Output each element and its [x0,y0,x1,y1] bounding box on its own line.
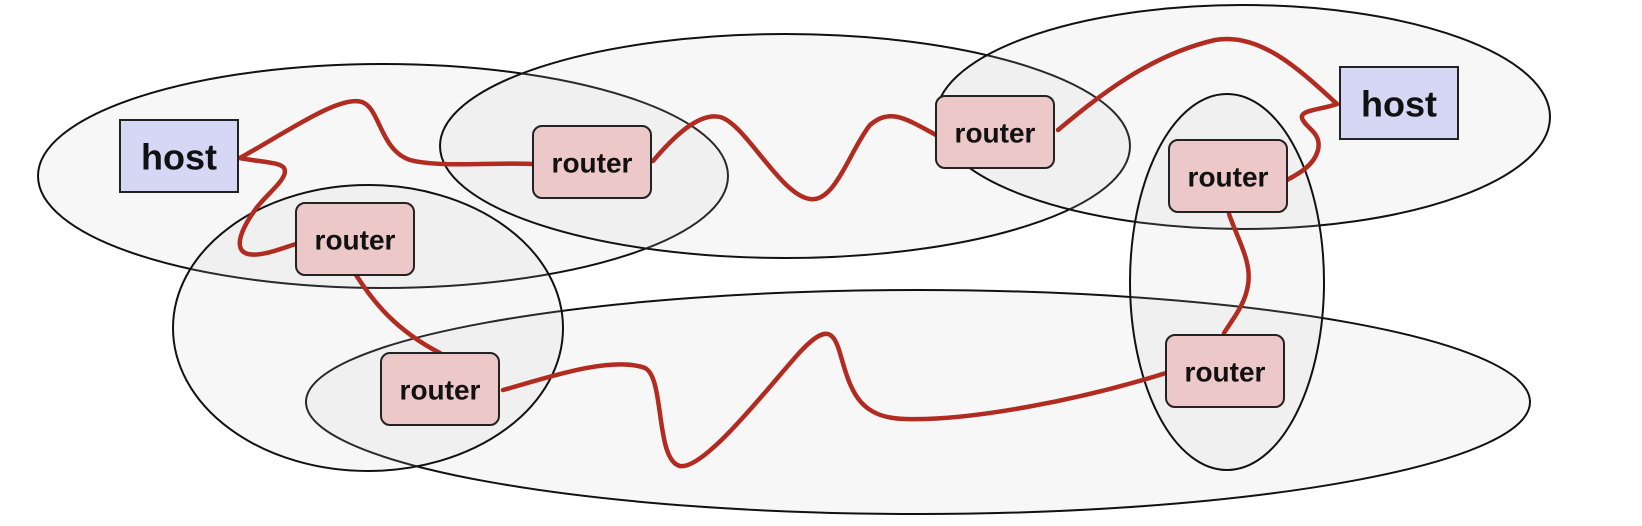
router-4[interactable]: router [935,95,1055,169]
link-router-6-router-7 [1221,211,1251,336]
router-6-label: router [1188,162,1269,193]
router-2-box [295,202,415,276]
router-5-label: router [1185,357,1266,388]
network-area-top-center [439,33,1131,259]
router-1-label: router [552,148,633,179]
link-router-3-router-5 [500,331,1169,469]
router-6-box [1168,139,1288,213]
router-4-box [935,95,1055,169]
router-5-box [1165,334,1285,408]
host-right[interactable]: host [1339,66,1459,140]
links [237,36,1340,469]
link-router-2-router-3 [353,272,443,356]
router-2[interactable]: router [295,202,415,276]
router-2-label: router [315,225,396,256]
nodes: host host router router router router [119,66,1459,426]
router-1-box [532,125,652,199]
router-5[interactable]: router [1165,334,1285,408]
link-router-5-host-right [1055,36,1340,133]
network-areas [37,4,1551,515]
link-router-1-router-4 [650,114,939,202]
host-left[interactable]: host [119,119,239,193]
router-3-label: router [400,375,481,406]
router-1[interactable]: router [532,125,652,199]
host-left-label: host [141,137,217,178]
router-4-label: router [955,118,1036,149]
host-right-box [1339,66,1459,140]
router-6[interactable]: router [1168,139,1288,213]
router-3[interactable]: router [380,352,500,426]
link-host-left-router-1 [237,98,536,167]
link-host-right-router-6 [1284,101,1340,183]
host-right-label: host [1361,84,1437,125]
router-3-box [380,352,500,426]
link-host-left-router-2 [237,155,299,257]
host-left-box [119,119,239,193]
